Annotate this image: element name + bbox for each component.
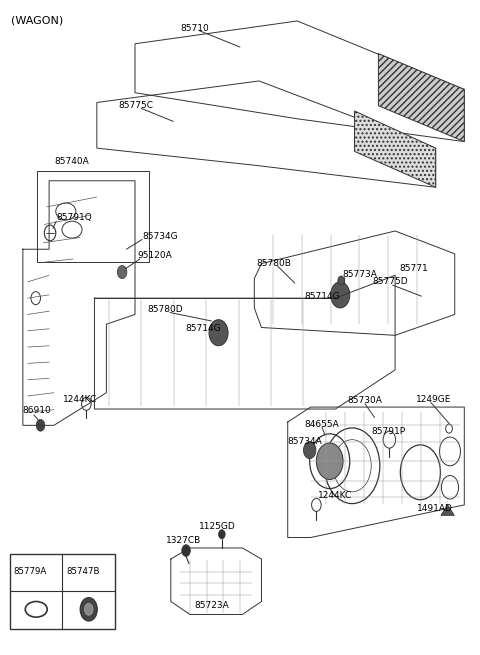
Text: 85771: 85771 bbox=[400, 265, 429, 273]
Circle shape bbox=[80, 597, 97, 621]
Text: 1491AD: 1491AD bbox=[417, 504, 453, 514]
Text: 85780D: 85780D bbox=[147, 305, 182, 314]
Circle shape bbox=[303, 441, 316, 458]
Text: 1125GD: 1125GD bbox=[199, 522, 236, 531]
Circle shape bbox=[117, 265, 127, 278]
Text: 85791P: 85791P bbox=[371, 427, 406, 436]
Circle shape bbox=[338, 276, 345, 285]
Bar bbox=[10, 554, 115, 629]
Text: 85714G: 85714G bbox=[304, 291, 340, 301]
Text: 85730A: 85730A bbox=[348, 396, 382, 405]
Circle shape bbox=[84, 603, 93, 615]
Text: 85747B: 85747B bbox=[66, 567, 100, 576]
Text: 1244KC: 1244KC bbox=[318, 491, 352, 500]
Text: 95120A: 95120A bbox=[137, 252, 172, 260]
Text: 1327CB: 1327CB bbox=[166, 536, 201, 544]
Text: 85740A: 85740A bbox=[54, 157, 89, 166]
Text: 85775C: 85775C bbox=[118, 102, 153, 110]
Text: 1249GE: 1249GE bbox=[416, 395, 451, 403]
Text: 85710: 85710 bbox=[180, 24, 209, 33]
Circle shape bbox=[218, 530, 225, 539]
Text: 85734A: 85734A bbox=[288, 437, 323, 446]
Circle shape bbox=[331, 282, 350, 308]
Text: 85775D: 85775D bbox=[372, 277, 408, 286]
Text: (WAGON): (WAGON) bbox=[11, 16, 63, 26]
Text: 85714G: 85714G bbox=[185, 324, 221, 333]
Bar bbox=[37, 171, 149, 262]
Polygon shape bbox=[378, 54, 464, 141]
Polygon shape bbox=[441, 505, 454, 515]
Text: 85734G: 85734G bbox=[142, 232, 178, 240]
Text: 1244KC: 1244KC bbox=[63, 395, 97, 403]
Text: 85779A: 85779A bbox=[14, 567, 47, 576]
Text: 85773A: 85773A bbox=[343, 270, 377, 279]
Text: 85791Q: 85791Q bbox=[56, 214, 92, 223]
Circle shape bbox=[209, 320, 228, 346]
Circle shape bbox=[36, 419, 45, 431]
Text: 85780B: 85780B bbox=[257, 259, 291, 268]
Circle shape bbox=[316, 443, 343, 479]
Text: 85723A: 85723A bbox=[195, 601, 229, 610]
Circle shape bbox=[182, 545, 191, 557]
Text: 84655A: 84655A bbox=[304, 420, 339, 428]
Polygon shape bbox=[355, 111, 436, 187]
Text: 86910: 86910 bbox=[23, 407, 52, 415]
